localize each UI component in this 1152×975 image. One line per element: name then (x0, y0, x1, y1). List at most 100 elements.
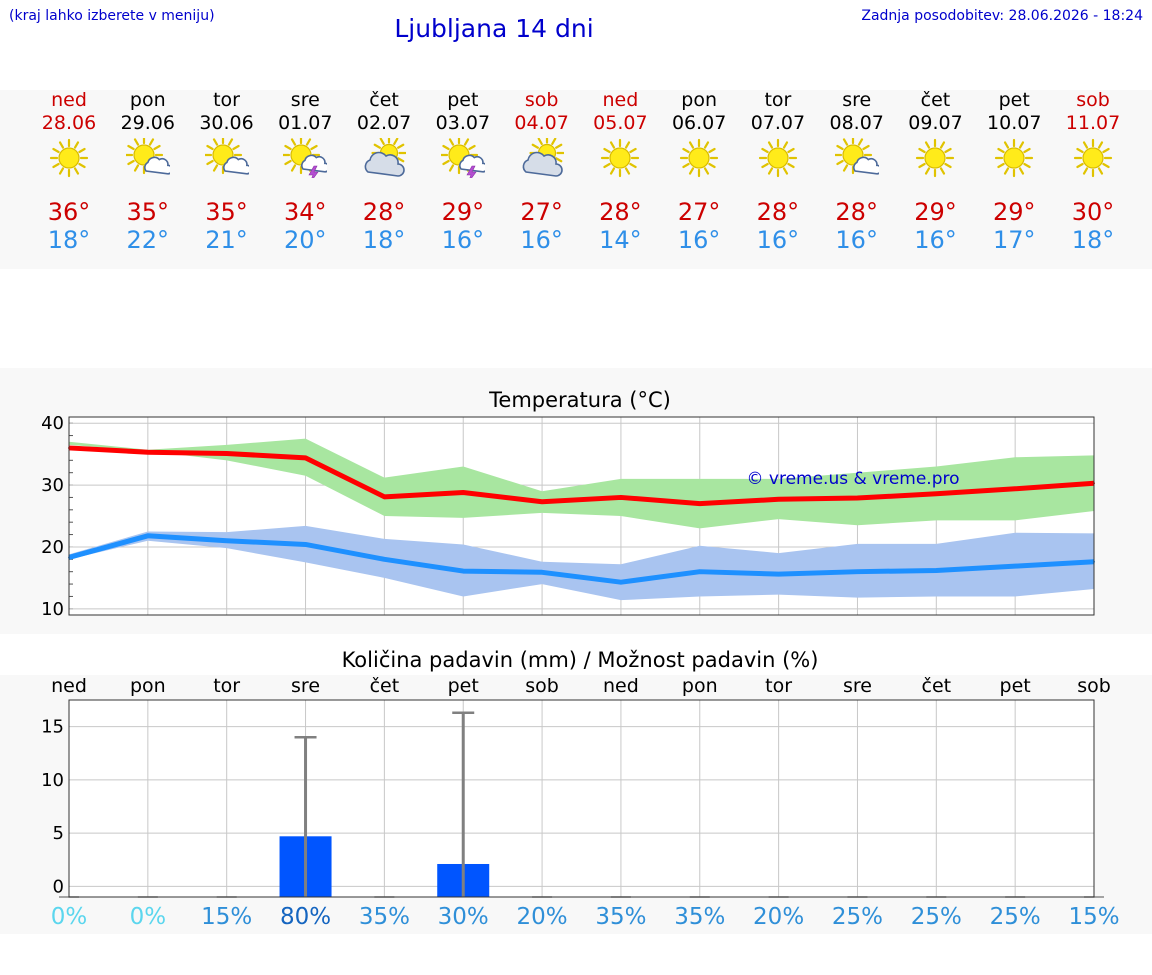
max-temperature: 30° (1071, 198, 1115, 226)
forecast-strip (0, 90, 1152, 269)
day-name: pet (447, 89, 479, 111)
day-name: pon (129, 89, 166, 111)
max-temperature: 27° (677, 198, 721, 226)
day-name: sre (842, 89, 872, 111)
temperature-chart-title: Temperatura (°C) (489, 388, 671, 412)
page-title: Ljubljana 14 dni (394, 14, 594, 43)
min-temperature: 16° (835, 226, 878, 254)
precipitation-probability: 25% (910, 904, 962, 930)
sun-icon (680, 138, 719, 178)
max-temperature: 29° (992, 198, 1036, 226)
precipitation-day-name: sob (1077, 675, 1111, 697)
day-date: 29.06 (120, 112, 175, 134)
max-temperature: 28° (599, 198, 642, 226)
day-date: 06.07 (671, 112, 727, 134)
sun-icon (49, 138, 89, 178)
min-temperature: 16° (520, 226, 563, 254)
day-date: 05.07 (593, 112, 648, 134)
min-temperature: 21° (205, 226, 248, 254)
day-date: 09.07 (908, 112, 963, 134)
precipitation-day-name: tor (765, 675, 793, 697)
day-name: sob (1076, 89, 1110, 111)
precipitation-probability: 0% (129, 904, 167, 930)
max-temperature: 28° (362, 198, 406, 226)
min-temperature: 16° (677, 226, 721, 254)
precipitation-day-name: čet (369, 675, 400, 697)
cloud-sun-icon (522, 138, 564, 177)
precipitation-probability: 15% (1068, 904, 1120, 930)
last-updated: Zadnja posodobitev: 28.06.2026 - 18:24 (861, 8, 1143, 24)
day-date: 28.06 (41, 112, 97, 134)
precipitation-probability: 25% (989, 904, 1041, 930)
precipitation-day-name: sre (291, 675, 321, 697)
precipitation-probability: 15% (201, 904, 253, 930)
day-date: 10.07 (987, 112, 1042, 134)
day-date: 01.07 (278, 112, 333, 134)
sun-thunder-icon (440, 138, 485, 178)
day-name: sob (524, 89, 559, 111)
sun-cloud-icon (204, 138, 249, 175)
day-date: 02.07 (356, 112, 412, 134)
region-note[interactable]: (kraj lahko izberete v meniju) (9, 8, 215, 24)
precipitation-probability: 35% (358, 904, 410, 930)
precipitation-chart-title: Količina padavin (mm) / Možnost padavin … (341, 648, 819, 672)
sun-icon (1073, 138, 1113, 178)
precipitation-day-name: sob (525, 675, 559, 697)
precipitation-probability: 20% (516, 904, 568, 930)
precipitation-day-name: čet (921, 675, 952, 697)
precipitation-day-name: ned (51, 675, 87, 697)
precipitation-day-name: sre (842, 675, 872, 697)
min-temperature: 18° (47, 226, 91, 254)
max-temperature: 29° (914, 198, 957, 226)
max-temperature: 34° (284, 198, 327, 226)
precipitation-probability: 20% (753, 904, 805, 930)
max-temperature: 27° (520, 198, 563, 226)
day-date: 11.07 (1065, 112, 1121, 134)
day-name: pon (681, 89, 718, 111)
max-temperature: 29° (441, 198, 485, 226)
precipitation-day-name: tor (213, 675, 241, 697)
precipitation-day-name: pon (681, 675, 718, 697)
day-name: čet (920, 89, 951, 111)
day-name: ned (602, 89, 639, 111)
day-name: čet (369, 89, 399, 111)
max-temperature: 35° (126, 198, 170, 226)
day-name: tor (213, 89, 240, 111)
precipitation-day-name: ned (603, 675, 639, 697)
min-temperature: 14° (599, 226, 642, 254)
sun-icon (758, 138, 798, 178)
min-temperature: 16° (756, 226, 800, 254)
day-name: ned (51, 89, 87, 111)
precipitation-probability: 25% (831, 904, 884, 930)
min-temperature: 16° (441, 226, 485, 254)
day-date: 04.07 (514, 112, 569, 134)
precipitation-probability: 0% (50, 904, 88, 930)
min-temperature: 18° (1071, 226, 1115, 254)
max-temperature: 28° (835, 198, 878, 226)
min-temperature: 17° (992, 226, 1036, 254)
sun-icon (995, 138, 1034, 178)
min-temperature: 16° (914, 226, 957, 254)
precipitation-panel (0, 675, 1152, 934)
precipitation-probability: 35% (674, 904, 726, 930)
precipitation-probability: 80% (279, 904, 332, 930)
precipitation-probability: 35% (595, 904, 647, 930)
day-date: 03.07 (435, 112, 491, 134)
precipitation-probability: 30% (437, 904, 489, 930)
precipitation-day-name: pet (999, 675, 1031, 697)
day-name: sre (290, 89, 320, 111)
precipitation-day-name: pet (447, 675, 479, 697)
day-name: tor (764, 89, 792, 111)
day-date: 07.07 (750, 112, 806, 134)
max-temperature: 36° (47, 198, 91, 226)
max-temperature: 35° (205, 198, 248, 226)
sun-thunder-icon (283, 138, 328, 178)
sun-cloud-icon (834, 138, 879, 175)
sun-icon (601, 138, 640, 178)
sun-cloud-icon (125, 138, 170, 175)
cloud-sun-icon (364, 138, 407, 177)
min-temperature: 18° (362, 226, 406, 254)
min-temperature: 22° (126, 226, 170, 254)
precipitation-day-name: pon (129, 675, 166, 697)
min-temperature: 20° (284, 226, 327, 254)
